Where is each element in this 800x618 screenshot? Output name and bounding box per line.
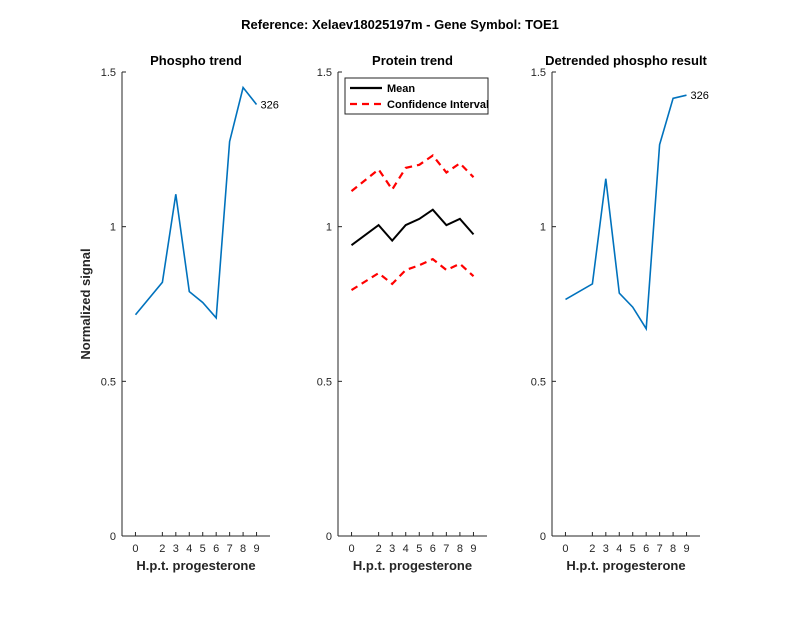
x-tick-label: 7 xyxy=(443,543,449,555)
x-tick-label: 3 xyxy=(603,543,609,555)
x-tick-label: 6 xyxy=(643,543,649,555)
chart-panel-2: 0 0.5 1 1.5 0 2 3 4 5 6 7 8 9 Protein trend H.p.t. pro… xyxy=(317,53,489,573)
series-line-1 xyxy=(134,85,258,320)
y-tick-label: 0 xyxy=(326,531,332,543)
y-tick-label: 1 xyxy=(326,222,332,234)
y-tick-label: 1.5 xyxy=(531,67,546,79)
x-tick-label: 4 xyxy=(616,543,622,555)
x-tick-label: 9 xyxy=(683,543,689,555)
x-tick-label: 6 xyxy=(213,543,219,555)
series-annotation: 326 xyxy=(691,90,709,102)
chart-panel-3: 0 0.5 1 1.5 0 2 3 4 5 6 7 8 9 Detrended phospho resul… xyxy=(531,53,709,573)
x-axis-label: H.p.t. progesterone xyxy=(353,558,472,573)
y-tick-label: 1 xyxy=(540,222,546,234)
x-tick-label: 3 xyxy=(389,543,395,555)
x-tick-label: 8 xyxy=(240,543,246,555)
series-line-2 xyxy=(350,154,475,192)
x-tick-label: 9 xyxy=(253,543,259,555)
figure-title: Reference: Xelaev18025197m - Gene Symbol… xyxy=(241,17,559,32)
x-tick-label: 8 xyxy=(457,543,463,555)
x-axis-label: H.p.t. progesterone xyxy=(136,558,255,573)
series-line-1 xyxy=(350,208,475,247)
x-tick-label: 7 xyxy=(657,543,663,555)
legend-box xyxy=(344,77,489,115)
x-tick-label: 5 xyxy=(416,543,422,555)
x-tick-label: 9 xyxy=(470,543,476,555)
y-tick-label: 1.5 xyxy=(317,67,332,79)
chart-panel-1: 0 0.5 1 1.5 0 2 3 4 5 6 7 8 9 Phospho trend H.p.t. pro… xyxy=(78,53,279,573)
y-tick-label: 1 xyxy=(110,222,116,234)
x-tick-label: 5 xyxy=(200,543,206,555)
y-tick-label: 0.5 xyxy=(101,376,116,388)
x-tick-label: 8 xyxy=(670,543,676,555)
x-tick-label: 0 xyxy=(562,543,568,555)
x-tick-label: 6 xyxy=(430,543,436,555)
x-tick-label: 7 xyxy=(227,543,233,555)
panel-title: Protein trend xyxy=(372,53,453,68)
series-line-1 xyxy=(565,94,687,332)
x-tick-label: 4 xyxy=(186,543,192,555)
x-tick-label: 2 xyxy=(376,543,382,555)
y-tick-label: 1.5 xyxy=(101,67,116,79)
series-annotation: 326 xyxy=(261,99,279,111)
x-tick-label: 5 xyxy=(630,543,636,555)
y-tick-label: 0.5 xyxy=(531,376,546,388)
y-tick-label: 0 xyxy=(110,531,116,543)
y-tick-label: 0 xyxy=(540,531,546,543)
legend-entry-label: Mean xyxy=(387,83,415,95)
legend-entry-label: Confidence Interval xyxy=(387,99,489,111)
x-tick-label: 4 xyxy=(403,543,409,555)
x-tick-label: 0 xyxy=(348,543,354,555)
y-axis-label: Normalized signal xyxy=(78,248,93,359)
panel-title: Detrended phospho result xyxy=(545,53,707,68)
x-axis-label: H.p.t. progesterone xyxy=(566,558,685,573)
y-tick-label: 0.5 xyxy=(317,376,332,388)
x-tick-label: 2 xyxy=(159,543,165,555)
panel-title: Phospho trend xyxy=(150,53,242,68)
x-tick-label: 2 xyxy=(589,543,595,555)
x-tick-label: 0 xyxy=(132,543,138,555)
x-tick-label: 3 xyxy=(173,543,179,555)
series-line-3 xyxy=(350,257,475,292)
legend: Mean Confidence Interval xyxy=(344,77,489,115)
